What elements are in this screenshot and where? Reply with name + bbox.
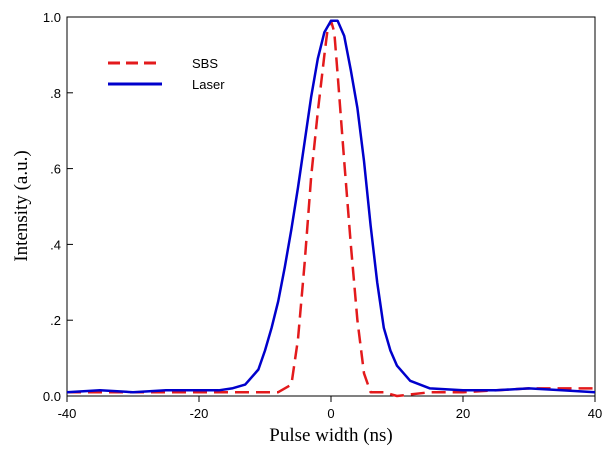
legend-label-sbs: SBS <box>192 56 218 71</box>
y-tick-label: .6 <box>50 162 61 177</box>
x-tick-label: 20 <box>456 406 470 421</box>
x-axis: -40 -20 0 20 40 <box>58 396 602 421</box>
plot-area <box>66 16 596 397</box>
series-line-sbs <box>67 19 595 398</box>
y-tick-label: 1.0 <box>43 10 61 25</box>
plot-frame <box>66 16 596 397</box>
series-line-laser <box>66 19 596 394</box>
x-axis-title: Pulse width (ns) <box>269 425 393 446</box>
x-tick-label: 40 <box>588 406 602 421</box>
y-tick-label: .8 <box>50 86 61 101</box>
y-axis-title: Intensity (a.u.) <box>11 150 32 261</box>
legend-label-laser: Laser <box>192 77 225 92</box>
x-tick-label: -20 <box>190 406 209 421</box>
y-axis: 0.0 .2 .4 .6 .8 1.0 <box>43 10 73 404</box>
y-tick-label: .2 <box>50 313 61 328</box>
y-tick-label: 0.0 <box>43 389 61 404</box>
y-tick-label: .4 <box>50 237 61 252</box>
series-layer <box>66 19 596 398</box>
legend: SBS Laser <box>108 56 225 92</box>
x-tick-label: 0 <box>327 406 334 421</box>
x-tick-label: -40 <box>58 406 77 421</box>
